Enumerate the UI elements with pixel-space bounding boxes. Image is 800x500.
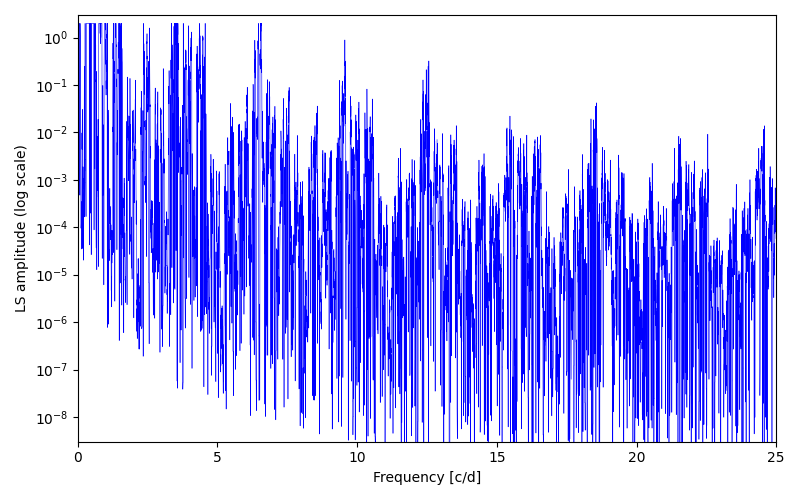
X-axis label: Frequency [c/d]: Frequency [c/d] [373, 471, 481, 485]
Y-axis label: LS amplitude (log scale): LS amplitude (log scale) [15, 144, 29, 312]
